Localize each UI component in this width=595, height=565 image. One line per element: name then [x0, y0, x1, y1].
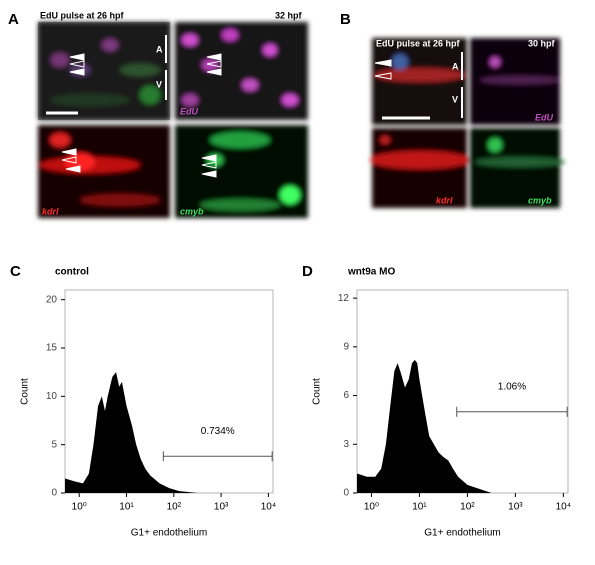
channel-label: cmyb — [180, 206, 204, 216]
x-tick-label: 10³ — [214, 502, 229, 513]
micrograph — [470, 38, 560, 125]
x-tick-label: 10² — [460, 502, 475, 513]
micrograph — [370, 128, 470, 208]
micrograph — [175, 22, 308, 120]
vessel-label: A — [156, 44, 163, 54]
y-tick-label: 12 — [338, 293, 350, 304]
chart-title: control — [55, 267, 89, 278]
x-tick-label: 10⁴ — [261, 502, 276, 513]
histogram-area — [357, 359, 492, 493]
micrograph — [372, 38, 467, 125]
panel-header: EdU pulse at 26 hpf — [40, 10, 125, 20]
vessel-label: V — [452, 94, 458, 104]
y-tick-label: 5 — [51, 439, 57, 450]
channel-label: kdrl — [42, 206, 59, 216]
y-tick-label: 15 — [46, 343, 58, 354]
panel-letter: B — [340, 11, 351, 28]
channel-label: EdU — [180, 106, 199, 116]
chart-title: wnt9a MO — [347, 267, 395, 278]
histogram-area — [65, 372, 198, 493]
y-axis-label: Count — [20, 378, 31, 405]
x-axis-label: G1+ endothelium — [424, 528, 500, 539]
panel-header: EdU pulse at 26 hpf — [376, 38, 461, 48]
panel-letter: A — [8, 11, 19, 28]
panel-time: 30 hpf — [528, 38, 556, 48]
y-tick-label: 9 — [343, 341, 349, 352]
x-tick-label: 10⁰ — [72, 502, 87, 513]
micrograph — [38, 125, 170, 218]
panel-letter: D — [302, 263, 313, 280]
y-tick-label: 10 — [46, 391, 58, 402]
micrograph — [470, 128, 565, 208]
x-tick-label: 10⁴ — [556, 502, 571, 513]
y-tick-label: 20 — [46, 294, 58, 305]
y-tick-label: 0 — [51, 488, 57, 499]
y-tick-label: 3 — [343, 439, 349, 450]
vessel-label: A — [452, 61, 459, 71]
y-tick-label: 0 — [343, 488, 349, 499]
arrowheads — [374, 59, 392, 80]
x-tick-label: 10¹ — [412, 502, 427, 513]
micrograph-frame — [38, 22, 170, 120]
vessel-label: V — [156, 79, 162, 89]
panel-letter: C — [10, 263, 21, 280]
channel-label: kdrl — [436, 195, 453, 205]
x-tick-label: 10¹ — [119, 502, 134, 513]
channel-label: cmyb — [528, 195, 552, 205]
x-axis-label: G1+ endothelium — [131, 528, 207, 539]
y-axis-label: Count — [312, 378, 323, 405]
channel-label: EdU — [535, 112, 554, 122]
x-tick-label: 10² — [167, 502, 182, 513]
panel-time: 32 hpf — [275, 10, 303, 20]
x-tick-label: 10³ — [508, 502, 523, 513]
micrograph — [175, 125, 308, 218]
x-tick-label: 10⁰ — [364, 502, 379, 513]
arrowheads — [61, 53, 222, 178]
gate-label: 0.734% — [201, 426, 235, 437]
y-tick-label: 6 — [343, 390, 349, 401]
gate-label: 1.06% — [498, 381, 526, 392]
